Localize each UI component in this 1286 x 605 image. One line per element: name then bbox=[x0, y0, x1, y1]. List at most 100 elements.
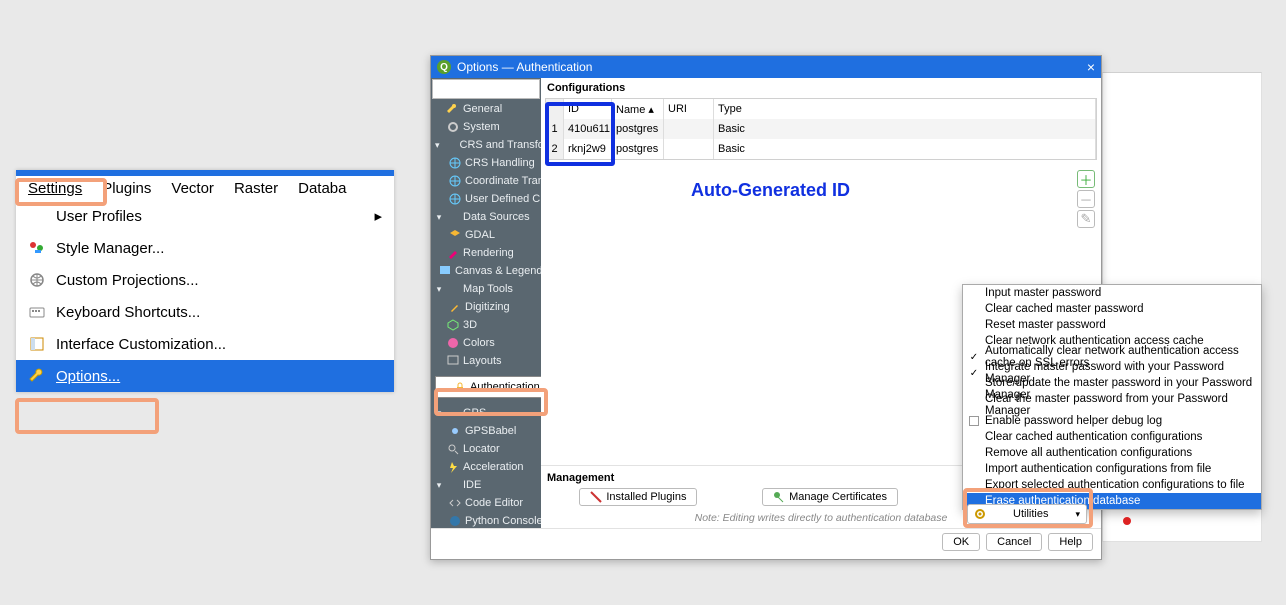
menubar: Settings Plugins Vector Raster Databa bbox=[16, 170, 394, 200]
tree-item-label: Python Console bbox=[465, 515, 541, 527]
menubar-item-settings[interactable]: Settings bbox=[18, 178, 92, 199]
tree-item-ide[interactable]: ▾IDE bbox=[431, 476, 541, 494]
help-button[interactable]: Help bbox=[1048, 533, 1093, 551]
menubar-item-database[interactable]: Databa bbox=[288, 178, 356, 199]
canvas-icon bbox=[439, 265, 451, 277]
tree-item-label: GDAL bbox=[465, 229, 495, 241]
util-item-enable-password-helper-debug-log[interactable]: Enable password helper debug log bbox=[963, 413, 1261, 429]
menu-item-style-manager[interactable]: Style Manager... bbox=[16, 232, 394, 264]
globe-icon bbox=[449, 193, 461, 205]
cell-rownum: 1 bbox=[546, 119, 564, 139]
util-item-label: Input master password bbox=[985, 287, 1101, 299]
app-icon: Q bbox=[437, 60, 451, 74]
tree-item-label: Coordinate Trans bbox=[465, 175, 541, 187]
tree-item-gps[interactable]: ▾GPS bbox=[431, 404, 541, 422]
tree-item-label: IDE bbox=[463, 479, 481, 491]
tree-item-label: Data Sources bbox=[463, 211, 530, 223]
tree-item-canvas-legend[interactable]: Canvas & Legend bbox=[431, 262, 541, 280]
col-type[interactable]: Type bbox=[714, 99, 1096, 119]
cell-id: rknj2w9 bbox=[564, 139, 612, 159]
tree-item-crs-handling[interactable]: CRS Handling bbox=[431, 154, 541, 172]
search-icon bbox=[447, 443, 459, 455]
manage-certificates-button[interactable]: Manage Certificates bbox=[762, 488, 898, 506]
caret-icon bbox=[447, 211, 459, 223]
util-item-clear-the-master-password-from-your-pass[interactable]: Clear the master password from your Pass… bbox=[963, 397, 1261, 413]
menu-item-keyboard-shortcuts[interactable]: Keyboard Shortcuts... bbox=[16, 296, 394, 328]
tree-item-code-editor[interactable]: Code Editor bbox=[431, 494, 541, 512]
menubar-item-raster[interactable]: Raster bbox=[224, 178, 288, 199]
remove-config-button[interactable]: － bbox=[1077, 190, 1095, 208]
utilities-menu: Input master password Clear cached master… bbox=[962, 284, 1262, 510]
menubar-item-vector[interactable]: Vector bbox=[161, 178, 224, 199]
tree-item-system[interactable]: System bbox=[431, 118, 541, 136]
util-item-label: Reset master password bbox=[985, 319, 1106, 331]
menu-item-user-profiles[interactable]: User Profiles ▸ bbox=[16, 200, 394, 232]
window-close-button[interactable]: × bbox=[1087, 59, 1095, 75]
tree-item-3d[interactable]: 3D bbox=[431, 316, 541, 334]
util-item-export-selected-authentication-configura[interactable]: Export selected authentication configura… bbox=[963, 477, 1261, 493]
caret-icon bbox=[447, 283, 459, 295]
menu-item-interface-customization[interactable]: Interface Customization... bbox=[16, 328, 394, 360]
tree-item-label: Rendering bbox=[463, 247, 514, 259]
tree-item-general[interactable]: General bbox=[431, 100, 541, 118]
brush-icon bbox=[447, 247, 459, 259]
util-item-input-master-password[interactable]: Input master password bbox=[963, 285, 1261, 301]
tree-item-crs-and-transforms[interactable]: ▾CRS and Transforms bbox=[431, 136, 541, 154]
ok-button[interactable]: OK bbox=[942, 533, 980, 551]
certificate-icon bbox=[773, 491, 785, 503]
col-id[interactable]: ID bbox=[564, 99, 612, 119]
tree-item-colors[interactable]: Colors bbox=[431, 334, 541, 352]
util-item-clear-cached-authentication-configuratio[interactable]: Clear cached authentication configuratio… bbox=[963, 429, 1261, 445]
col-name[interactable]: Name ▴ bbox=[612, 99, 664, 119]
options-tree: GeneralSystem▾CRS and Transforms CRS Hand… bbox=[431, 100, 541, 528]
menu-item-options[interactable]: Options... bbox=[16, 360, 394, 392]
style-icon bbox=[28, 239, 46, 257]
table-row[interactable]: 1410u611postgresBasic bbox=[546, 119, 1096, 139]
check-icon: ✓ bbox=[969, 368, 979, 378]
cell-type: Basic bbox=[714, 119, 1096, 139]
blank-icon bbox=[28, 207, 46, 225]
cell-uri bbox=[664, 139, 714, 159]
globe-icon bbox=[449, 157, 461, 169]
util-item-remove-all-authentication-configurations[interactable]: Remove all authentication configurations bbox=[963, 445, 1261, 461]
tree-item-locator[interactable]: Locator bbox=[431, 440, 541, 458]
tree-item-acceleration[interactable]: Acceleration bbox=[431, 458, 541, 476]
tree-item-label: CRS Handling bbox=[465, 157, 535, 169]
tree-item-rendering[interactable]: Rendering bbox=[431, 244, 541, 262]
tree-item-digitizing[interactable]: Digitizing bbox=[431, 298, 541, 316]
util-item-import-authentication-configurations-fro[interactable]: Import authentication configurations fro… bbox=[963, 461, 1261, 477]
util-item-reset-master-password[interactable]: Reset master password bbox=[963, 317, 1261, 333]
code-icon bbox=[449, 497, 461, 509]
col-rownum[interactable] bbox=[546, 99, 564, 119]
menu-item-custom-projections[interactable]: Custom Projections... bbox=[16, 264, 394, 296]
tree-item-gdal[interactable]: GDAL bbox=[431, 226, 541, 244]
configurations-heading: Configurations bbox=[541, 78, 1101, 98]
sidebar-search-input[interactable] bbox=[432, 79, 540, 99]
tree-item-coordinate-trans[interactable]: Coordinate Trans bbox=[431, 172, 541, 190]
tree-item-map-tools[interactable]: ▾Map Tools bbox=[431, 280, 541, 298]
table-row[interactable]: 2rknj2w9postgresBasic bbox=[546, 139, 1096, 159]
sat-icon bbox=[449, 425, 461, 437]
util-item-clear-cached-master-password[interactable]: Clear cached master password bbox=[963, 301, 1261, 317]
tree-item-gpsbabel[interactable]: GPSBabel bbox=[431, 422, 541, 440]
cancel-button[interactable]: Cancel bbox=[986, 533, 1042, 551]
tree-item-data-sources[interactable]: ▾Data Sources bbox=[431, 208, 541, 226]
tree-item-authentication[interactable]: Authentication bbox=[435, 376, 541, 398]
util-item-label: Import authentication configurations fro… bbox=[985, 463, 1211, 475]
tree-item-python-console[interactable]: Python Console bbox=[431, 512, 541, 528]
tree-item-label: Layouts bbox=[463, 355, 502, 367]
lock-icon bbox=[454, 381, 466, 393]
cell-type: Basic bbox=[714, 139, 1096, 159]
dialog-footer: OK Cancel Help bbox=[431, 528, 1101, 559]
tree-item-layouts[interactable]: Layouts bbox=[431, 352, 541, 370]
menubar-item-plugins[interactable]: Plugins bbox=[92, 178, 161, 199]
tree-item-user-defined-cr[interactable]: User Defined CR bbox=[431, 190, 541, 208]
utilities-dropdown-button[interactable]: Utilities ▾ bbox=[967, 504, 1087, 524]
col-uri[interactable]: URI bbox=[664, 99, 714, 119]
cell-name: postgres bbox=[612, 139, 664, 159]
add-config-button[interactable]: ＋ bbox=[1077, 170, 1095, 188]
checkbox-icon bbox=[969, 416, 979, 426]
wrench-icon bbox=[28, 367, 46, 385]
installed-plugins-button[interactable]: Installed Plugins bbox=[579, 488, 697, 506]
edit-config-button[interactable]: ✎ bbox=[1077, 210, 1095, 228]
